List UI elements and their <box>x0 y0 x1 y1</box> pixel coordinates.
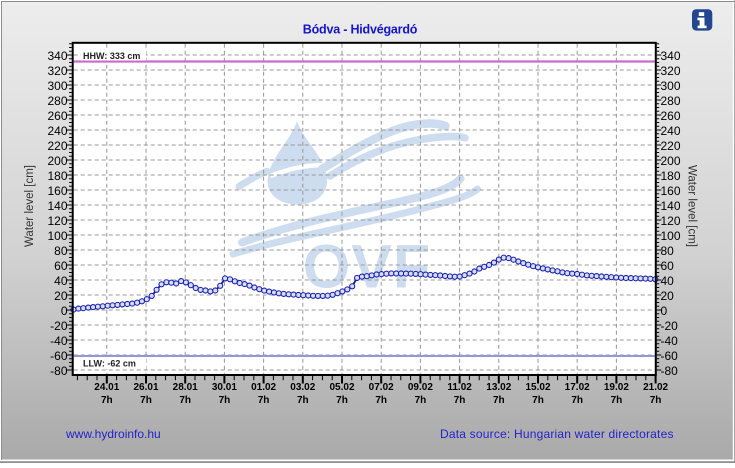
svg-text:300: 300 <box>47 79 67 93</box>
svg-text:180: 180 <box>661 169 681 183</box>
svg-text:180: 180 <box>47 169 67 183</box>
svg-text:7h: 7h <box>101 395 113 406</box>
svg-text:-20: -20 <box>50 319 68 333</box>
svg-text:07.02: 07.02 <box>369 382 394 393</box>
svg-text:Bódva - Hidvégardó: Bódva - Hidvégardó <box>303 23 418 37</box>
svg-text:100: 100 <box>661 229 681 243</box>
svg-text:0: 0 <box>661 304 668 318</box>
svg-text:7h: 7h <box>571 395 583 406</box>
svg-text:320: 320 <box>47 64 67 78</box>
svg-text:Data source: Hungarian water d: Data source: Hungarian water directorate… <box>440 427 674 441</box>
svg-text:28.01: 28.01 <box>173 382 198 393</box>
svg-text:240: 240 <box>661 124 681 138</box>
svg-text:280: 280 <box>661 94 681 108</box>
svg-text:26.01: 26.01 <box>133 382 158 393</box>
svg-text:13.02: 13.02 <box>486 382 511 393</box>
svg-text:01.02: 01.02 <box>251 382 276 393</box>
svg-text:-40: -40 <box>50 334 68 348</box>
svg-text:280: 280 <box>47 94 67 108</box>
svg-text:15.02: 15.02 <box>525 382 550 393</box>
svg-text:LLW: -62 cm: LLW: -62 cm <box>83 359 136 369</box>
svg-text:120: 120 <box>661 214 681 228</box>
svg-text:80: 80 <box>54 244 68 258</box>
svg-text:30.01: 30.01 <box>212 382 237 393</box>
svg-text:03.02: 03.02 <box>290 382 315 393</box>
svg-text:220: 220 <box>661 139 681 153</box>
svg-text:140: 140 <box>47 199 67 213</box>
svg-text:-40: -40 <box>661 334 679 348</box>
svg-text:160: 160 <box>661 184 681 198</box>
svg-text:09.02: 09.02 <box>408 382 433 393</box>
svg-text:340: 340 <box>661 49 681 63</box>
svg-text:7h: 7h <box>140 395 152 406</box>
svg-text:240: 240 <box>47 124 67 138</box>
svg-text:05.02: 05.02 <box>329 382 354 393</box>
svg-text:200: 200 <box>47 154 67 168</box>
svg-text:7h: 7h <box>415 395 427 406</box>
svg-text:7h: 7h <box>179 395 191 406</box>
svg-text:7h: 7h <box>297 395 309 406</box>
svg-text:120: 120 <box>47 214 67 228</box>
svg-text:Water level [cm]: Water level [cm] <box>686 165 698 247</box>
svg-text:20: 20 <box>661 289 675 303</box>
svg-text:60: 60 <box>54 259 68 273</box>
svg-text:Water level [cm]: Water level [cm] <box>24 165 36 247</box>
svg-text:-20: -20 <box>661 319 679 333</box>
svg-text:160: 160 <box>47 184 67 198</box>
svg-text:7h: 7h <box>611 395 623 406</box>
svg-text:340: 340 <box>47 49 67 63</box>
svg-text:-80: -80 <box>50 364 68 378</box>
svg-text:200: 200 <box>661 154 681 168</box>
svg-text:7h: 7h <box>454 395 466 406</box>
svg-text:60: 60 <box>661 259 675 273</box>
svg-text:7h: 7h <box>650 395 662 406</box>
svg-text:7h: 7h <box>375 395 387 406</box>
svg-text:7h: 7h <box>219 395 231 406</box>
svg-text:40: 40 <box>54 274 68 288</box>
svg-text:-80: -80 <box>661 364 679 378</box>
svg-text:11.02: 11.02 <box>447 382 472 393</box>
svg-text:80: 80 <box>661 244 675 258</box>
svg-text:19.02: 19.02 <box>604 382 629 393</box>
svg-text:HHW: 333 cm: HHW: 333 cm <box>83 51 140 61</box>
svg-text:300: 300 <box>661 79 681 93</box>
svg-text:140: 140 <box>661 199 681 213</box>
svg-text:17.02: 17.02 <box>565 382 590 393</box>
svg-text:www.hydroinfo.hu: www.hydroinfo.hu <box>65 427 161 441</box>
svg-text:7h: 7h <box>258 395 270 406</box>
svg-text:100: 100 <box>47 229 67 243</box>
svg-text:0: 0 <box>61 304 68 318</box>
svg-text:-60: -60 <box>50 349 68 363</box>
svg-text:7h: 7h <box>336 395 348 406</box>
svg-text:320: 320 <box>661 64 681 78</box>
svg-text:7h: 7h <box>493 395 505 406</box>
svg-text:220: 220 <box>47 139 67 153</box>
svg-text:24.01: 24.01 <box>94 382 119 393</box>
svg-text:-60: -60 <box>661 349 679 363</box>
svg-text:21.02: 21.02 <box>643 382 668 393</box>
svg-text:7h: 7h <box>532 395 544 406</box>
svg-text:40: 40 <box>661 274 675 288</box>
svg-text:20: 20 <box>54 289 68 303</box>
svg-text:260: 260 <box>47 109 67 123</box>
svg-text:OVF: OVF <box>303 233 431 301</box>
svg-text:260: 260 <box>661 109 681 123</box>
